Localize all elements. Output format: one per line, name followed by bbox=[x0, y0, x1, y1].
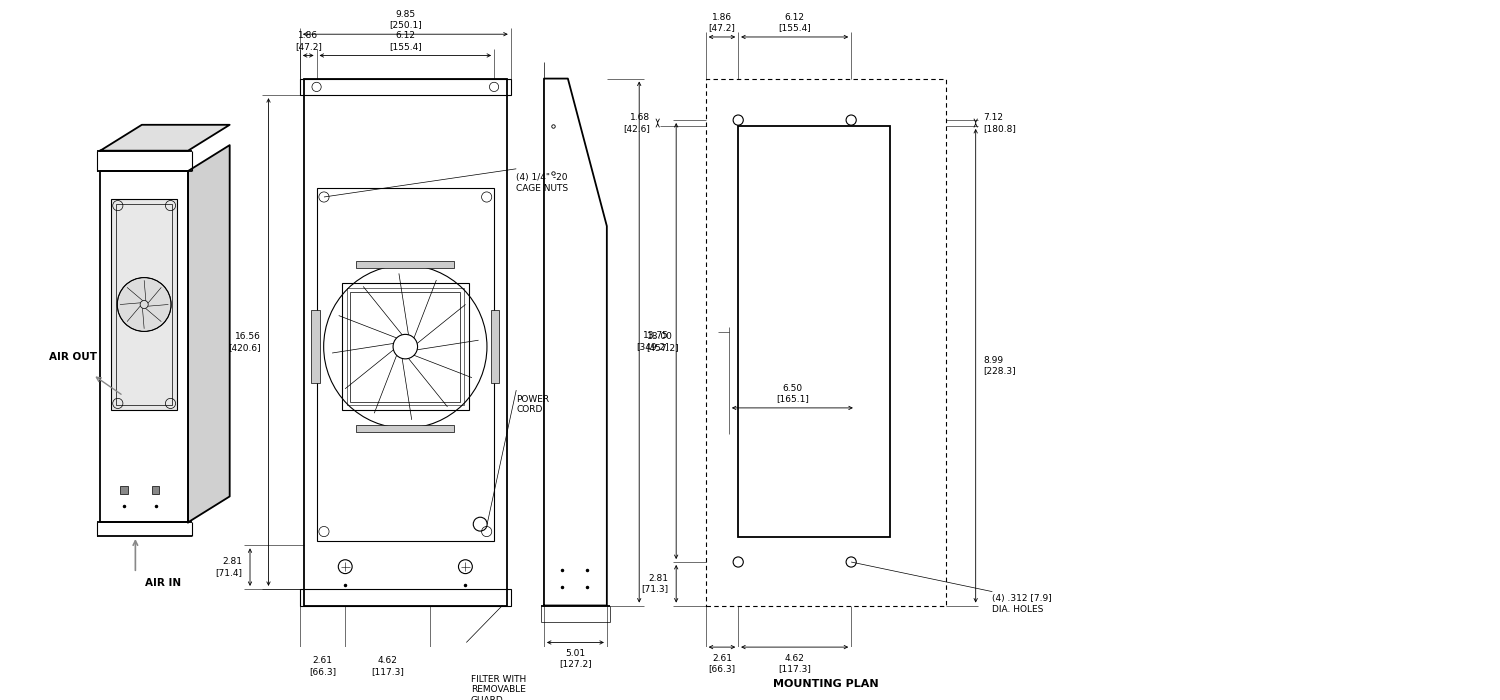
Bar bbox=[316, 188, 494, 541]
Text: 5.01
[127.2]: 5.01 [127.2] bbox=[560, 649, 591, 668]
Bar bbox=[738, 126, 890, 537]
Text: 2.61
[66.3]: 2.61 [66.3] bbox=[309, 657, 336, 675]
Bar bbox=[152, 486, 159, 493]
Bar bbox=[300, 589, 510, 606]
Bar bbox=[490, 310, 500, 384]
Text: 7.12
[180.8]: 7.12 [180.8] bbox=[982, 113, 1016, 133]
Bar bbox=[346, 288, 464, 405]
Text: POWER
CORD: POWER CORD bbox=[516, 395, 549, 414]
Bar bbox=[357, 261, 454, 268]
Polygon shape bbox=[100, 125, 230, 150]
Text: 4.62
[117.3]: 4.62 [117.3] bbox=[372, 657, 404, 675]
Text: 2.81
[71.3]: 2.81 [71.3] bbox=[642, 574, 669, 594]
Bar bbox=[312, 310, 320, 384]
Text: 9.85
[250.1]: 9.85 [250.1] bbox=[388, 10, 422, 29]
Text: 2.81
[71.4]: 2.81 [71.4] bbox=[216, 557, 243, 577]
Text: 6.12
[155.4]: 6.12 [155.4] bbox=[778, 13, 812, 32]
Text: AIR OUT: AIR OUT bbox=[50, 352, 98, 362]
Text: 4.62
[117.3]: 4.62 [117.3] bbox=[778, 654, 812, 673]
Bar bbox=[111, 199, 177, 410]
Text: MOUNTING PLAN: MOUNTING PLAN bbox=[772, 679, 879, 689]
Text: 8.99
[228.3]: 8.99 [228.3] bbox=[982, 356, 1016, 375]
Text: 6.12
[155.4]: 6.12 [155.4] bbox=[388, 32, 422, 51]
Polygon shape bbox=[188, 145, 230, 522]
Text: (4) .312 [7.9]
DIA. HOLES: (4) .312 [7.9] DIA. HOLES bbox=[993, 594, 1052, 614]
Bar bbox=[350, 291, 460, 402]
Bar bbox=[300, 78, 510, 95]
Text: 13.75
[349.2]: 13.75 [349.2] bbox=[636, 331, 669, 351]
Text: (4) 1/4" -20
CAGE NUTS: (4) 1/4" -20 CAGE NUTS bbox=[516, 174, 568, 192]
Text: 6.50
[165.1]: 6.50 [165.1] bbox=[776, 384, 808, 403]
Bar bbox=[706, 78, 946, 606]
Circle shape bbox=[117, 278, 171, 331]
Text: 16.56
[420.6]: 16.56 [420.6] bbox=[228, 332, 261, 351]
Text: FILTER WITH
REMOVABLE
GUARD: FILTER WITH REMOVABLE GUARD bbox=[471, 675, 526, 700]
Bar bbox=[120, 486, 128, 493]
Text: AIR IN: AIR IN bbox=[146, 578, 182, 588]
Bar bbox=[116, 204, 172, 405]
Bar bbox=[303, 78, 507, 606]
Text: 2.61
[66.3]: 2.61 [66.3] bbox=[708, 654, 735, 673]
Text: 1.86
[47.2]: 1.86 [47.2] bbox=[708, 13, 735, 32]
Bar bbox=[357, 425, 454, 433]
Text: 18.00
[457.2]: 18.00 [457.2] bbox=[646, 332, 680, 351]
Text: 1.86
[47.2]: 1.86 [47.2] bbox=[296, 32, 321, 51]
Bar bbox=[342, 284, 468, 410]
Text: 1.68
[42.6]: 1.68 [42.6] bbox=[624, 113, 651, 133]
